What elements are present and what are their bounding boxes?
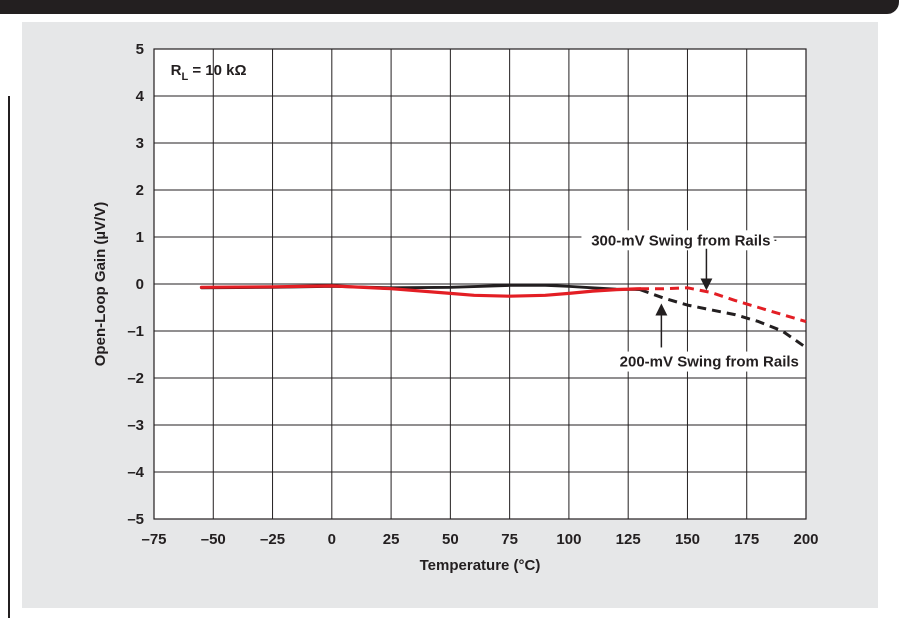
y-tick-label: 4	[136, 88, 145, 105]
y-tick-label: 3	[136, 135, 144, 152]
y-tick-labels: 5 4 3 2 1 0 –1 –2 –3 –4 –5	[127, 41, 144, 528]
top-bar	[0, 0, 899, 14]
y-tick-label: –5	[127, 511, 144, 528]
y-tick-label: 0	[136, 276, 144, 293]
annotation-300mv-bg	[581, 230, 774, 251]
x-tick-label: 25	[383, 531, 400, 548]
x-axis-label: Temperature (°C)	[420, 557, 541, 574]
condition-rest: = 10 kΩ	[188, 62, 246, 79]
series-lines	[199, 284, 807, 349]
x-tick-label: 175	[734, 531, 759, 548]
y-tick-label: 1	[136, 229, 144, 246]
plot-area	[153, 48, 807, 520]
series-line-300mv-solid	[199, 284, 642, 298]
y-tick-label: –1	[127, 323, 144, 340]
condition-label: RL = 10 kΩ	[171, 62, 247, 83]
x-tick-label: –75	[141, 531, 166, 548]
x-tick-label: 0	[328, 531, 336, 548]
chart-panel: 300-mV Swing from Rails 200-mV Swing fro…	[22, 22, 878, 608]
condition-subscript: L	[181, 71, 188, 83]
x-tick-label: –50	[201, 531, 226, 548]
y-tick-label: –2	[127, 370, 144, 387]
annotation-200mv: 200-mV Swing from Rails	[620, 354, 799, 371]
y-tick-label: –4	[127, 464, 144, 481]
x-tick-label: 125	[616, 531, 641, 548]
x-tick-label: –25	[260, 531, 285, 548]
side-rule	[8, 96, 10, 618]
annotation-300mv: 300-mV Swing from Rails	[591, 232, 770, 249]
grid	[153, 48, 807, 520]
y-tick-label: 5	[136, 41, 144, 58]
x-tick-label: 150	[675, 531, 700, 548]
x-tick-labels: –75 –50 –25 0 25 50 75 100 125 150 175 200	[141, 531, 818, 548]
y-tick-label: –3	[127, 417, 144, 434]
x-tick-label: 200	[793, 531, 818, 548]
y-tick-label: 2	[136, 182, 144, 199]
condition-main: R	[171, 62, 182, 79]
x-tick-label: 100	[556, 531, 581, 548]
x-tick-label: 50	[442, 531, 459, 548]
x-tick-label: 75	[501, 531, 518, 548]
y-axis-label: Open-Loop Gain (µV/V)	[92, 202, 109, 366]
chart: 300-mV Swing from Rails 200-mV Swing fro…	[92, 41, 819, 574]
annotation-200mv-bg	[609, 351, 802, 372]
annotations: 300-mV Swing from Rails 200-mV Swing fro…	[581, 230, 802, 372]
series-line-300mv-dashed	[640, 286, 807, 324]
